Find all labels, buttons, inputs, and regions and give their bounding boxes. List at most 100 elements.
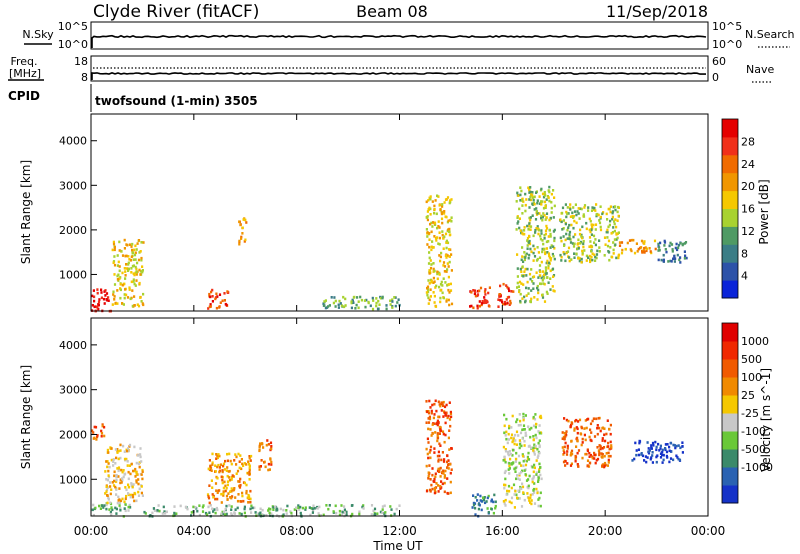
velocity-cell [105,478,108,481]
velocity-cell [510,433,514,437]
power-cell [509,299,512,303]
velocity-cell [113,479,116,483]
power-cell [529,216,532,219]
velocity-cell [527,451,530,455]
velocity-cell [538,424,541,427]
power-cell [547,266,550,270]
power-cell [470,291,473,294]
velocity-cell [318,505,321,509]
power-cell [448,260,451,264]
power-cell [598,250,601,253]
power-cell [516,275,519,278]
velocity-cell [435,409,438,413]
power-cell [544,266,547,269]
velocity-cell [599,429,602,433]
power-cell [438,204,441,207]
power-cell [522,274,525,278]
velocity-cell [442,415,445,418]
velocity-cell [517,489,520,493]
velocity-cell [439,487,442,490]
velocity-cell [539,473,542,477]
power-cell [578,259,581,263]
velocity-cell [502,500,505,503]
velocity-cell [508,489,511,493]
power-cell [447,288,450,292]
velocity-cell [518,497,521,500]
power-cell [595,253,599,256]
velocity-cell [446,454,449,458]
velocity-cell [184,505,187,509]
velocity-cell [129,472,132,476]
power-cell [140,300,143,303]
power-cell [573,256,576,259]
velocity-cell [591,456,594,460]
power-cell [128,258,131,261]
power-cell [541,200,544,203]
velocity-cell [322,513,325,517]
velocity-cell [589,428,592,432]
power-cell [559,236,562,240]
power-cell [580,235,583,238]
power-cell [605,212,608,216]
velocity-cell [247,460,250,463]
velocity-cell [565,430,568,433]
power-cell [566,228,569,232]
velocity-cell [119,456,122,460]
power-cell [432,246,435,249]
velocity-cell [242,464,245,467]
power-cell [209,303,212,306]
velocity-cell [574,454,577,458]
velocity-cell [439,444,442,447]
power-cell [603,236,607,239]
velocity-cell [679,446,682,450]
power-cell [444,281,447,284]
velocity-cell [446,491,449,495]
velocity-cell [285,509,288,512]
power-cell [539,234,542,238]
power-cell [569,215,572,218]
velocity-cell [242,499,245,503]
velocity-cell [351,512,354,516]
velocity-cell [138,465,141,469]
power-cell [508,289,511,293]
power-cell [429,295,432,298]
power-cell [540,216,543,220]
velocity-cell [222,494,225,497]
power-cell [512,290,515,293]
velocity-cell [493,493,496,497]
velocity-cell [124,503,127,506]
power-cell [679,261,682,264]
velocity-cell [512,437,515,441]
velocity-cell [443,474,446,477]
velocity-cell [233,512,236,515]
nave-tick-top: 60 [712,55,726,68]
power-cell [322,302,325,305]
power-cell [582,215,586,218]
velocity-cell [433,491,436,495]
power-cell [429,197,432,201]
power-cell [446,284,449,287]
power-cell [425,200,428,204]
velocity-cell [564,464,567,467]
power-cell [474,290,477,294]
velocity-cell [515,451,518,455]
velocity-cell [661,461,664,464]
power-cell [428,269,432,273]
power-cell [113,255,116,258]
power-cell [552,230,555,233]
power-colorbar-swatch [722,136,738,156]
velocity-cell [607,461,610,464]
velocity-cell [442,404,445,407]
power-cell [446,268,449,271]
power-cell [572,245,576,248]
velocity-cell [434,399,437,403]
power-cell [518,207,521,211]
velocity-cell [135,481,138,484]
velocity-cell [290,511,293,515]
velocity-cell [125,494,128,498]
velocity-cell [508,467,511,470]
power-cell [450,302,454,306]
velocity-cell [449,412,453,415]
power-cell [122,303,125,306]
velocity-cell [525,479,529,482]
